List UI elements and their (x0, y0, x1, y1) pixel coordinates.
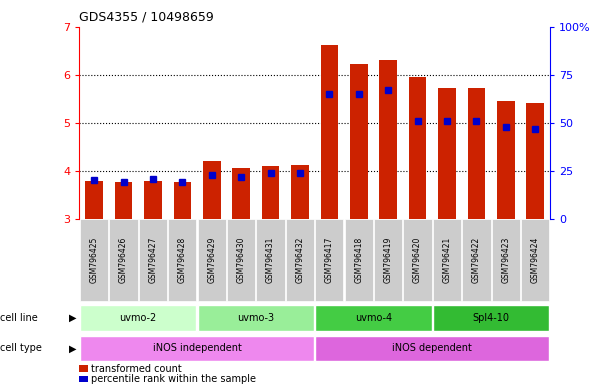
Bar (232, 169, 250, 219)
Text: GSM796422: GSM796422 (472, 237, 481, 283)
Bar (409, 77, 426, 219)
Bar (174, 182, 191, 219)
Bar (433, 305, 549, 331)
Bar (227, 219, 255, 301)
Bar (79, 376, 88, 382)
Bar (257, 219, 285, 301)
Text: GSM796427: GSM796427 (148, 237, 158, 283)
Bar (86, 182, 103, 219)
Bar (379, 61, 397, 219)
Bar (467, 88, 485, 219)
Bar (115, 182, 133, 219)
Bar (345, 219, 373, 301)
Text: GSM796432: GSM796432 (296, 237, 304, 283)
Bar (80, 219, 108, 301)
Bar (203, 161, 221, 219)
Text: ▶: ▶ (69, 313, 76, 323)
Bar (291, 165, 309, 219)
Text: GSM796424: GSM796424 (531, 237, 540, 283)
Text: GSM796426: GSM796426 (119, 237, 128, 283)
Bar (144, 182, 162, 219)
Text: iNOS independent: iNOS independent (153, 343, 241, 354)
Bar (168, 219, 197, 301)
Text: GSM796431: GSM796431 (266, 237, 275, 283)
Text: Spl4-10: Spl4-10 (472, 313, 510, 323)
Bar (197, 305, 314, 331)
Text: GSM796419: GSM796419 (384, 237, 393, 283)
Text: ▶: ▶ (69, 343, 76, 354)
Bar (463, 219, 491, 301)
Bar (79, 366, 88, 372)
Bar (526, 103, 544, 219)
Bar (286, 219, 314, 301)
Bar (109, 219, 137, 301)
Text: uvmo-3: uvmo-3 (237, 313, 274, 323)
Bar (438, 88, 456, 219)
Text: GSM796430: GSM796430 (236, 237, 246, 283)
Bar (497, 101, 514, 219)
Bar (492, 219, 520, 301)
Text: cell line: cell line (0, 313, 38, 323)
Bar (80, 305, 197, 331)
Text: uvmo-2: uvmo-2 (120, 313, 157, 323)
Text: GSM796420: GSM796420 (413, 237, 422, 283)
Bar (521, 219, 549, 301)
Text: GSM796428: GSM796428 (178, 237, 187, 283)
Bar (80, 336, 314, 361)
Text: GSM796417: GSM796417 (325, 237, 334, 283)
Text: GDS4355 / 10498659: GDS4355 / 10498659 (79, 10, 214, 23)
Text: cell type: cell type (0, 343, 42, 354)
Text: percentile rank within the sample: percentile rank within the sample (91, 374, 256, 384)
Bar (433, 219, 461, 301)
Text: GSM796429: GSM796429 (207, 237, 216, 283)
Text: GSM796425: GSM796425 (90, 237, 98, 283)
Bar (315, 305, 432, 331)
Text: iNOS dependent: iNOS dependent (392, 343, 472, 354)
Text: uvmo-4: uvmo-4 (355, 313, 392, 323)
Text: GSM796421: GSM796421 (442, 237, 452, 283)
Bar (374, 219, 402, 301)
Bar (139, 219, 167, 301)
Bar (315, 219, 343, 301)
Text: transformed count: transformed count (91, 364, 182, 374)
Bar (315, 336, 549, 361)
Bar (197, 219, 226, 301)
Text: GSM796418: GSM796418 (354, 237, 364, 283)
Text: GSM796423: GSM796423 (501, 237, 510, 283)
Bar (403, 219, 432, 301)
Bar (321, 45, 338, 219)
Bar (262, 166, 279, 219)
Bar (350, 64, 368, 219)
